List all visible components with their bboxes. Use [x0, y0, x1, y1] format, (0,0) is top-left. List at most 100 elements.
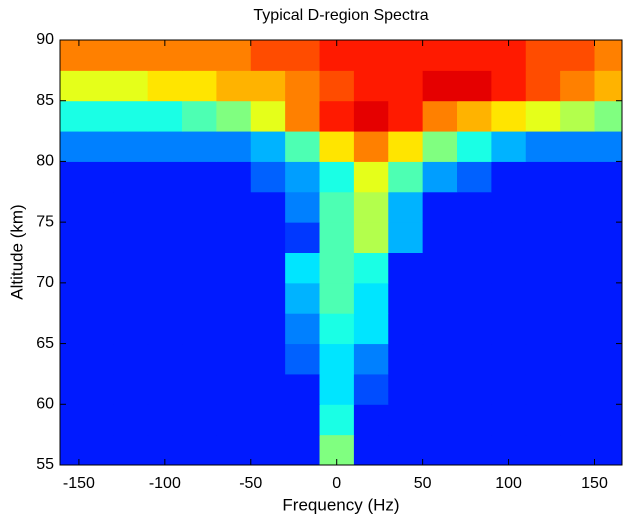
- heatmap-cell: [353, 100, 389, 132]
- heatmap-cell: [388, 343, 424, 375]
- heatmap-cell: [525, 100, 561, 132]
- heatmap-cell: [113, 313, 149, 345]
- heatmap-cell: [457, 40, 492, 71]
- heatmap-cell: [319, 191, 355, 223]
- heatmap-cell: [388, 222, 424, 253]
- heatmap-cell: [525, 161, 561, 193]
- heatmap-cell: [78, 131, 114, 162]
- heatmap-cell: [216, 100, 252, 132]
- heatmap-cell: [78, 222, 114, 253]
- heatmap-cell: [457, 404, 492, 436]
- heatmap-cell: [353, 131, 389, 162]
- heatmap-cell: [491, 313, 527, 345]
- heatmap-cell: [525, 434, 561, 465]
- heatmap-cell: [113, 404, 149, 436]
- heatmap-cell: [285, 313, 321, 345]
- heatmap-cell: [457, 282, 492, 314]
- heatmap-cell: [147, 404, 183, 436]
- heatmap-cell: [388, 252, 424, 284]
- heatmap-cell: [182, 252, 217, 284]
- heatmap-cell: [216, 434, 252, 465]
- heatmap-cell: [60, 282, 80, 314]
- heatmap-cell: [422, 434, 458, 465]
- heatmap-cell: [78, 404, 114, 436]
- heatmap-cell: [422, 70, 458, 102]
- heatmap-cell: [457, 373, 492, 405]
- heatmap-cell: [78, 70, 114, 102]
- heatmap-cell: [113, 373, 149, 405]
- y-axis-label: Altitude (km): [7, 204, 26, 299]
- heatmap-cell: [457, 313, 492, 345]
- heatmap-cell: [560, 343, 596, 375]
- heatmap-cell: [60, 434, 80, 465]
- heatmap-cell: [560, 313, 596, 345]
- plot-frame: [59, 39, 623, 466]
- heatmap-cell: [60, 404, 80, 436]
- heatmap-cell: [78, 100, 114, 132]
- heatmap-cell: [594, 373, 622, 405]
- x-tick-label: 0: [332, 475, 341, 492]
- heatmap-cell: [525, 404, 561, 436]
- heatmap-cell: [560, 40, 596, 71]
- axes: -150 -100 -50 0 50 100 150 55 60 65 70 75 80 85 90: [36, 31, 623, 492]
- y-tick-label: 65: [36, 335, 54, 352]
- heatmap-cell: [182, 313, 217, 345]
- heatmap-cell: [60, 100, 80, 132]
- heatmap-cell: [285, 161, 321, 193]
- heatmap-cell: [216, 373, 252, 405]
- heatmap-cell: [285, 131, 321, 162]
- heatmap-cell: [457, 100, 492, 132]
- heatmap-cell: [216, 222, 252, 253]
- heatmap-cell: [113, 161, 149, 193]
- heatmap-cell: [250, 191, 286, 223]
- heatmap-cell: [594, 40, 622, 71]
- heatmap-cell: [388, 161, 424, 193]
- heatmap-cell: [560, 131, 596, 162]
- heatmap-cell: [560, 404, 596, 436]
- heatmap-cell: [60, 252, 80, 284]
- x-tick-label: 50: [414, 475, 432, 492]
- heatmap-cell: [525, 70, 561, 102]
- heatmap-cell: [560, 161, 596, 193]
- heatmap-cell: [147, 191, 183, 223]
- heatmap-cell: [78, 434, 114, 465]
- heatmap-cell: [60, 313, 80, 345]
- heatmap-cell: [594, 191, 622, 223]
- heatmap-cell: [594, 70, 622, 102]
- heatmap-cell: [525, 40, 561, 71]
- heatmap-cell: [422, 313, 458, 345]
- heatmap-cell: [78, 191, 114, 223]
- heatmap-cell: [353, 434, 389, 465]
- heatmap-cell: [353, 222, 389, 253]
- heatmap-cell: [388, 70, 424, 102]
- heatmap-cell: [285, 100, 321, 132]
- heatmap-cell: [285, 343, 321, 375]
- heatmap-cell: [216, 70, 252, 102]
- heatmap-cell: [182, 100, 217, 132]
- heatmap-cell: [60, 40, 80, 71]
- heatmap-cell: [216, 161, 252, 193]
- heatmap-cell: [182, 131, 217, 162]
- heatmap-cell: [147, 282, 183, 314]
- heatmap-cell: [560, 373, 596, 405]
- heatmap-cell: [78, 373, 114, 405]
- heatmap-cell: [525, 343, 561, 375]
- heatmap-cell: [147, 222, 183, 253]
- heatmap-cell: [388, 191, 424, 223]
- heatmap-cell: [457, 131, 492, 162]
- heatmap-cell: [594, 222, 622, 253]
- y-tick-label: 75: [36, 213, 54, 230]
- x-axis-label: Frequency (Hz): [282, 495, 399, 514]
- heatmap-cell: [491, 100, 527, 132]
- heatmap-cell: [457, 191, 492, 223]
- heatmap-cell: [560, 222, 596, 253]
- heatmap-cell: [182, 70, 217, 102]
- heatmap-cell: [594, 100, 622, 132]
- heatmap-cell: [457, 222, 492, 253]
- heatmap-cell: [250, 40, 286, 71]
- heatmap-cell: [594, 252, 622, 284]
- heatmap-cell: [388, 100, 424, 132]
- heatmap-cell: [216, 404, 252, 436]
- heatmap-cell: [422, 404, 458, 436]
- heatmap-cell: [250, 222, 286, 253]
